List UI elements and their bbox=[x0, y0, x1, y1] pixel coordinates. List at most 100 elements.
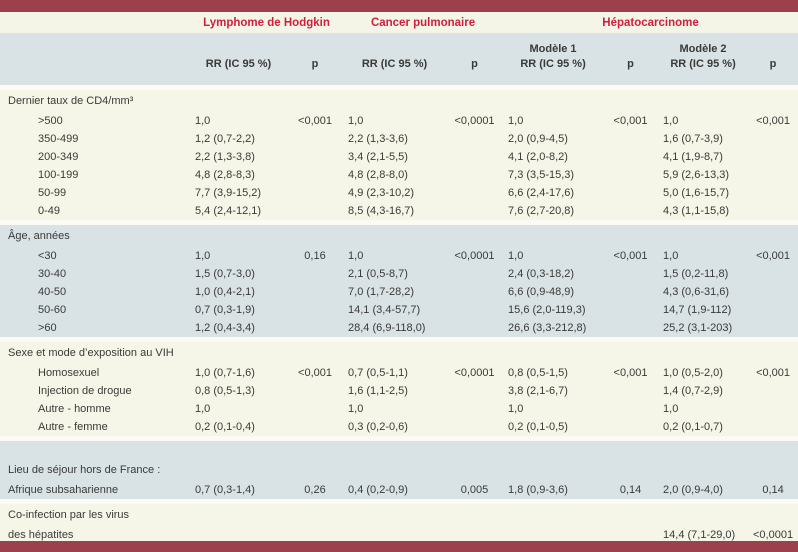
p-value-cell bbox=[446, 202, 503, 220]
section-header: Sexe et mode d’exposition au VIH bbox=[8, 347, 174, 359]
rr-value-cell: 1,6 (0,7-3,9) bbox=[663, 133, 723, 145]
table-section: Âge, années <30 1,0 0,16 1,0 <0,0001 1,0 <0,001… bbox=[0, 225, 798, 337]
rr-value-cell: 0,7 (0,5-1,1) bbox=[348, 367, 408, 379]
row-label: <30 bbox=[38, 250, 57, 262]
table-row: >60 1,2 (0,4-3,4) 28,4 (6,9-118,0) 26,6 (3,… bbox=[0, 319, 798, 337]
table-row: 100-199 4,8 (2,8-8,3) 4,8 (2,8-8,0) 7,3 (3,… bbox=[0, 166, 798, 184]
p-value-cell bbox=[603, 319, 658, 337]
p-value-cell bbox=[446, 130, 503, 148]
group-header-pulmonaire: Cancer pulmonaire bbox=[370, 16, 476, 29]
rr-value-cell: 1,0 bbox=[348, 250, 364, 262]
section-header-row: Co-infection par les virus bbox=[0, 504, 798, 526]
table-row: Afrique subsaharienne 0,7 (0,3-1,4) 0,26 0,… bbox=[0, 481, 798, 499]
rr-value-cell: 5,4 (2,4-12,1) bbox=[195, 205, 262, 217]
p-value-cell bbox=[603, 382, 658, 400]
p-value-cell: <0,0001 bbox=[454, 367, 495, 379]
rr-value-cell: 1,0 (0,5-2,0) bbox=[663, 367, 723, 379]
p-value-cell: <0,001 bbox=[298, 367, 332, 379]
p-value-cell: 0,14 bbox=[619, 484, 642, 496]
p-value-cell bbox=[603, 418, 658, 436]
section-gap bbox=[0, 337, 798, 342]
rr-value-cell: 4,1 (1,9-8,7) bbox=[663, 151, 723, 163]
p-value-cell bbox=[603, 202, 658, 220]
p-value-cell bbox=[446, 418, 503, 436]
table-section: Sexe et mode d’exposition au VIH Homosexu… bbox=[0, 342, 798, 436]
row-label: des hépatites bbox=[8, 529, 74, 541]
model1-header: Modèle 1 bbox=[529, 43, 577, 55]
p-column-header: p bbox=[627, 58, 634, 70]
p-value-cell bbox=[446, 265, 503, 283]
rr-value-cell: 1,0 bbox=[195, 403, 211, 415]
rr-value-cell: 6,6 (0,9-48,9) bbox=[508, 286, 575, 298]
rr-value-cell: 7,0 (1,7-28,2) bbox=[348, 286, 415, 298]
table-row: 200-349 2,2 (1,3-3,8) 3,4 (2,1-5,5) 4,1 (2,… bbox=[0, 148, 798, 166]
results-table: Lymphome de Hodgkin Cancer pulmonaire Hé… bbox=[0, 12, 798, 544]
table-section: Dernier taux de CD4/mm³ >500 1,0 <0,001 1,0 <… bbox=[0, 90, 798, 220]
table-row: >500 1,0 <0,001 1,0 <0,0001 1,0 <0,001 1,0 <0,00… bbox=[0, 112, 798, 130]
p-value-cell bbox=[748, 319, 798, 337]
rr-value-cell: 1,4 (0,7-2,9) bbox=[663, 385, 723, 397]
rr-value-cell: 1,5 (0,7-3,0) bbox=[195, 268, 255, 280]
rr-value-cell: 1,0 bbox=[348, 403, 364, 415]
rr-value-cell: 8,5 (4,3-16,7) bbox=[348, 205, 415, 217]
p-value-cell bbox=[446, 148, 503, 166]
p-value-cell bbox=[748, 202, 798, 220]
p-value-cell bbox=[748, 184, 798, 202]
rr-value-cell: 1,8 (0,9-3,6) bbox=[508, 484, 568, 496]
section-gap bbox=[0, 499, 798, 504]
rr-column-header: RR (IC 95 %) bbox=[205, 58, 272, 70]
p-value-cell bbox=[446, 382, 503, 400]
p-value-cell bbox=[748, 418, 798, 436]
table-section: Lieu de séjour hors de France : Afrique s… bbox=[0, 441, 798, 499]
rr-value-cell: 2,2 (1,3-3,8) bbox=[195, 151, 255, 163]
rr-value-cell: 2,1 (0,5-8,7) bbox=[348, 268, 408, 280]
p-value-cell bbox=[446, 301, 503, 319]
rr-value-cell: 1,0 bbox=[195, 250, 211, 262]
table-row: Autre - homme 1,0 1,0 1,0 1,0 bbox=[0, 400, 798, 418]
rr-value-cell: 3,8 (2,1-6,7) bbox=[508, 385, 568, 397]
table-row: <30 1,0 0,16 1,0 <0,0001 1,0 <0,001 1,0 <0,001 bbox=[0, 247, 798, 265]
p-value-cell bbox=[287, 283, 343, 301]
p-column-header: p bbox=[769, 58, 777, 70]
rr-column-header: RR (IC 95 %) bbox=[670, 58, 736, 70]
p-value-cell bbox=[287, 148, 343, 166]
rr-value-cell: 2,2 (1,3-3,6) bbox=[348, 133, 408, 145]
p-value-cell bbox=[603, 166, 658, 184]
section-header: Lieu de séjour hors de France : bbox=[8, 464, 161, 476]
row-label: 200-349 bbox=[38, 151, 79, 163]
rr-value-cell: 6,6 (2,4-17,6) bbox=[508, 187, 575, 199]
rr-value-cell: 3,4 (2,1-5,5) bbox=[348, 151, 408, 163]
rr-value-cell: 1,0 bbox=[508, 250, 524, 262]
p-value-cell bbox=[603, 301, 658, 319]
p-value-cell: <0,0001 bbox=[454, 115, 495, 127]
rr-value-cell: 1,0 (0,7-1,6) bbox=[195, 367, 255, 379]
model-header-row: Modèle 1 Modèle 2 bbox=[0, 33, 798, 55]
section-header-row: Âge, années bbox=[0, 225, 798, 247]
row-label: 40-50 bbox=[38, 286, 67, 298]
table-section: Co-infection par les virus des hépatites 1… bbox=[0, 504, 798, 544]
p-column-header: p bbox=[471, 58, 478, 70]
p-value-cell bbox=[287, 319, 343, 337]
rr-value-cell: 1,0 bbox=[508, 403, 524, 415]
rr-value-cell: 0,2 (0,1-0,5) bbox=[508, 421, 568, 433]
header-padding-row bbox=[0, 73, 798, 85]
row-label: Autre - femme bbox=[38, 421, 108, 433]
p-value-cell bbox=[287, 184, 343, 202]
p-column-header: p bbox=[311, 58, 319, 70]
rr-value-cell: 5,0 (1,6-15,7) bbox=[663, 187, 730, 199]
rr-value-cell: 0,8 (0,5-1,3) bbox=[195, 385, 255, 397]
rr-value-cell: 2,0 (0,9-4,5) bbox=[508, 133, 568, 145]
bottom-border-bar bbox=[0, 541, 798, 552]
p-value-cell: <0,001 bbox=[756, 115, 791, 127]
p-value-cell bbox=[287, 301, 343, 319]
p-value-cell bbox=[603, 148, 658, 166]
rr-value-cell: 0,8 (0,5-1,5) bbox=[508, 367, 568, 379]
rr-value-cell: 1,6 (1,1-2,5) bbox=[348, 385, 408, 397]
p-value-cell bbox=[287, 130, 343, 148]
rr-value-cell: 26,6 (3,3-212,8) bbox=[508, 322, 587, 334]
rr-value-cell: 14,4 (7,1-29,0) bbox=[663, 529, 736, 541]
p-value-cell: <0,001 bbox=[756, 367, 791, 379]
p-value-cell bbox=[603, 184, 658, 202]
table-row: Autre - femme 0,2 (0,1-0,4) 0,3 (0,2-0,6) 0… bbox=[0, 418, 798, 436]
p-value-cell bbox=[748, 130, 798, 148]
